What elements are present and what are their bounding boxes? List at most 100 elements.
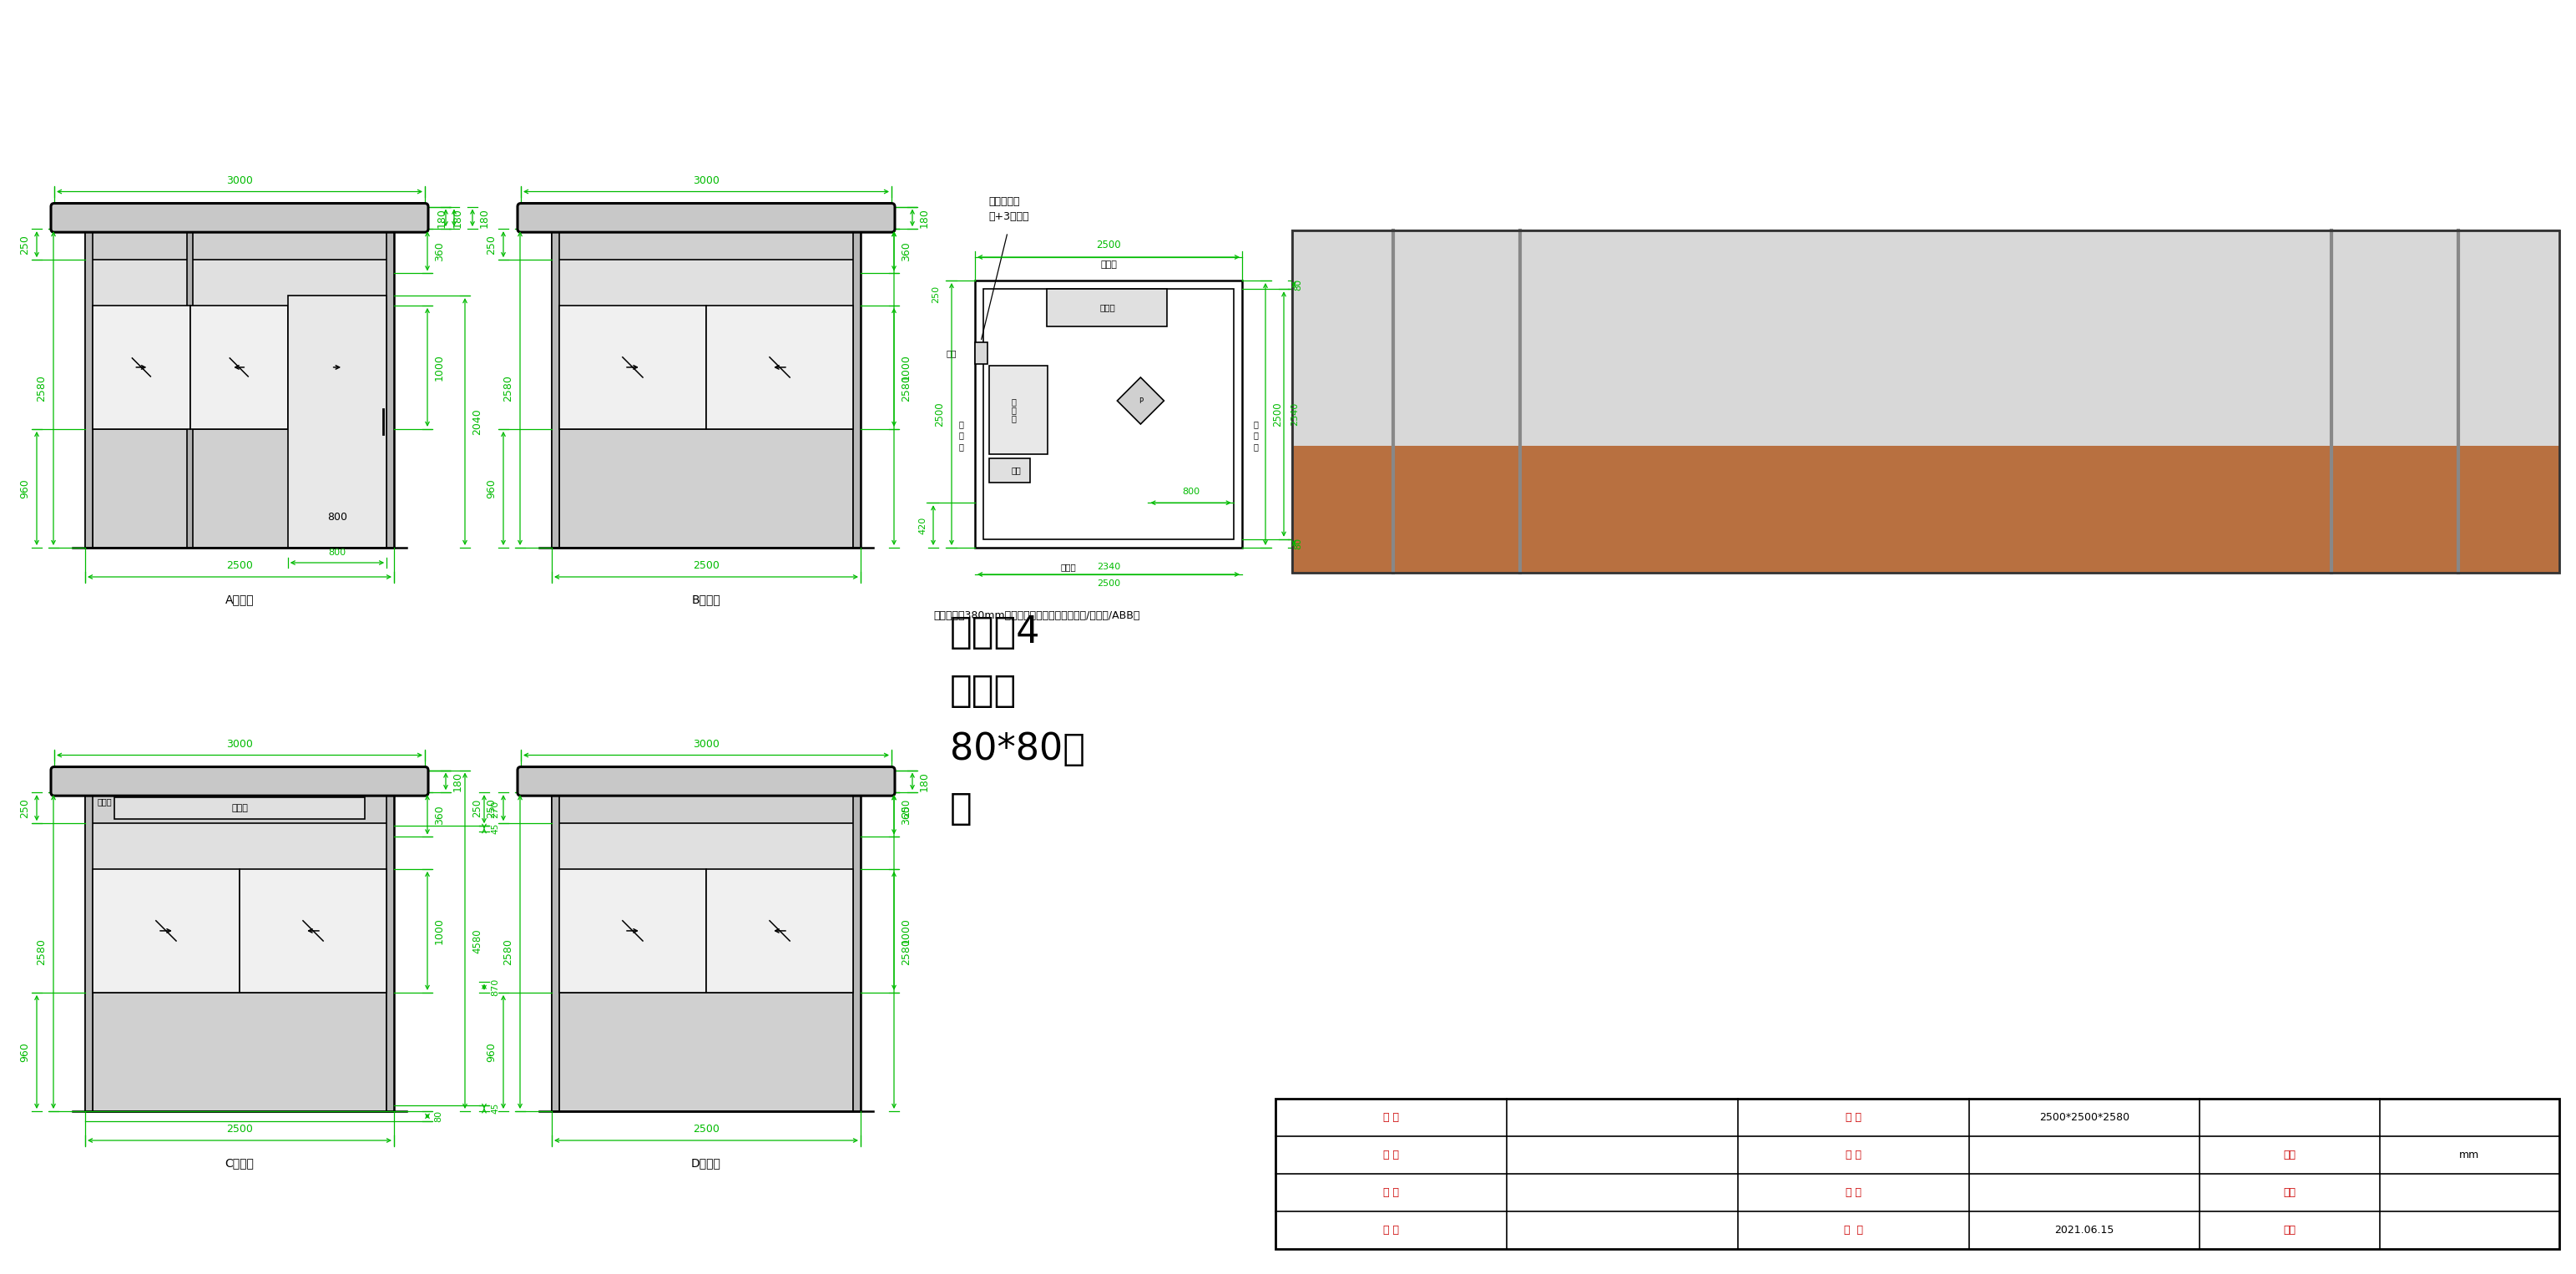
Bar: [1293, 446, 2561, 573]
Text: 870: 870: [492, 978, 500, 996]
Text: 2580: 2580: [502, 375, 513, 401]
Bar: [85, 229, 394, 548]
Bar: [853, 792, 860, 1111]
Text: 270: 270: [492, 800, 500, 818]
Text: 800: 800: [327, 512, 348, 522]
Bar: [706, 306, 853, 429]
Text: 推拉窗: 推拉窗: [1100, 260, 1118, 269]
Text: 2500: 2500: [935, 401, 945, 427]
Text: mm: mm: [2460, 1149, 2481, 1161]
Text: 电箱: 电箱: [945, 349, 956, 357]
Text: 250: 250: [487, 798, 497, 818]
Text: 250: 250: [18, 798, 31, 818]
Bar: [974, 343, 987, 364]
Text: 960: 960: [487, 479, 497, 498]
Text: 工: 工: [1012, 397, 1018, 406]
Bar: [1293, 231, 2561, 573]
Bar: [1293, 231, 2561, 573]
Text: 360: 360: [902, 241, 912, 261]
Bar: [989, 366, 1048, 454]
Text: 名 称: 名 称: [1383, 1112, 1399, 1122]
Text: 3000: 3000: [693, 739, 719, 749]
Text: 2500: 2500: [1097, 240, 1121, 251]
Text: 批 准: 批 准: [1383, 1224, 1399, 1236]
Text: 180: 180: [920, 208, 930, 228]
Text: 作: 作: [1012, 406, 1018, 414]
Text: 2500: 2500: [227, 561, 252, 571]
Bar: [113, 798, 366, 819]
Bar: [240, 869, 386, 992]
Text: 250: 250: [18, 234, 31, 255]
Text: 2021.06.15: 2021.06.15: [2056, 1224, 2115, 1236]
Text: 推拉窗: 推拉窗: [1061, 563, 1077, 571]
Text: D立面图: D立面图: [690, 1157, 721, 1168]
Bar: [1293, 231, 2561, 446]
Text: 校 对: 校 对: [1383, 1149, 1399, 1161]
Text: 2580: 2580: [36, 939, 46, 966]
Text: 1000: 1000: [435, 917, 446, 944]
Bar: [85, 792, 93, 1111]
Text: 2500*2500*2580: 2500*2500*2580: [2040, 1112, 2130, 1122]
Text: 规 格: 规 格: [1844, 1112, 1860, 1122]
Bar: [85, 229, 394, 260]
Text: 2500: 2500: [693, 1124, 719, 1135]
Text: 推
拉
窗: 推 拉 窗: [1255, 420, 1260, 451]
Text: 180: 180: [453, 208, 464, 228]
Text: 日  期: 日 期: [1844, 1224, 1862, 1236]
Bar: [984, 289, 1234, 539]
Text: C立面图: C立面图: [224, 1157, 255, 1168]
Text: 800: 800: [1182, 488, 1200, 496]
FancyBboxPatch shape: [52, 767, 428, 796]
Bar: [85, 792, 394, 1111]
Text: 45: 45: [492, 1103, 500, 1113]
Bar: [706, 869, 853, 992]
Bar: [559, 869, 706, 992]
Bar: [93, 306, 191, 429]
Text: 图号: 图号: [2282, 1224, 2295, 1236]
Text: 4580: 4580: [471, 929, 482, 953]
Text: 数 量: 数 量: [1844, 1187, 1860, 1198]
Text: 80: 80: [1293, 538, 1303, 549]
Text: 800: 800: [327, 549, 345, 557]
Text: 推
拉
窗: 推 拉 窗: [958, 420, 963, 451]
Bar: [289, 306, 386, 429]
Text: 960: 960: [487, 1042, 497, 1061]
Bar: [559, 306, 706, 429]
Bar: [974, 280, 1242, 548]
Text: 180: 180: [920, 771, 930, 791]
Text: 电箱一个总
开+3个分项: 电箱一个总 开+3个分项: [989, 196, 1028, 222]
Text: 比例: 比例: [2282, 1187, 2295, 1198]
Bar: [191, 306, 289, 429]
Text: 2040: 2040: [471, 409, 482, 434]
Text: 空调位: 空调位: [98, 798, 113, 806]
FancyBboxPatch shape: [518, 767, 894, 796]
Text: 1000: 1000: [902, 917, 912, 944]
Bar: [1046, 289, 1167, 326]
Bar: [551, 792, 860, 823]
Text: 顶部带4
个吊环
80*80方
柱: 顶部带4 个吊环 80*80方 柱: [951, 614, 1084, 826]
Text: 250: 250: [902, 799, 912, 817]
Bar: [853, 229, 860, 548]
Text: 2500: 2500: [1097, 580, 1121, 587]
Text: P: P: [1139, 397, 1144, 404]
Text: 180: 180: [453, 771, 464, 791]
Bar: [188, 229, 193, 548]
Text: 材 质: 材 质: [1844, 1149, 1860, 1161]
Bar: [93, 429, 386, 548]
Text: 960: 960: [18, 1042, 31, 1061]
Polygon shape: [1118, 377, 1164, 424]
Text: 180: 180: [479, 208, 489, 228]
Text: 台: 台: [1012, 414, 1018, 423]
Text: 2500: 2500: [227, 1124, 252, 1135]
Text: 420: 420: [917, 516, 927, 534]
Bar: [85, 792, 394, 823]
Bar: [386, 229, 394, 548]
Bar: [559, 992, 853, 1111]
Bar: [551, 229, 559, 548]
FancyBboxPatch shape: [52, 204, 428, 232]
Text: 960: 960: [18, 479, 31, 498]
Text: 80: 80: [1293, 279, 1303, 290]
Text: 2580: 2580: [502, 939, 513, 966]
Text: 1000: 1000: [902, 354, 912, 381]
Text: 360: 360: [435, 241, 446, 261]
